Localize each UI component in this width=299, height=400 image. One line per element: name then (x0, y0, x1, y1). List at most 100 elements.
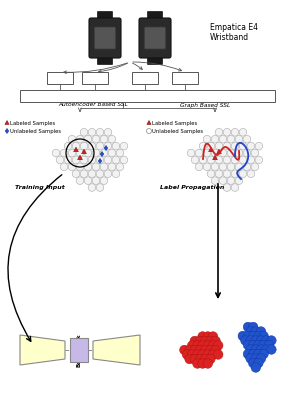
Circle shape (108, 135, 116, 143)
Circle shape (195, 336, 205, 346)
FancyBboxPatch shape (147, 12, 162, 22)
Circle shape (254, 340, 263, 350)
FancyBboxPatch shape (139, 18, 171, 58)
Circle shape (227, 163, 235, 171)
Circle shape (241, 336, 250, 345)
FancyBboxPatch shape (97, 12, 112, 22)
Polygon shape (98, 158, 102, 164)
FancyArrowPatch shape (133, 62, 181, 71)
FancyBboxPatch shape (47, 72, 73, 84)
Circle shape (187, 350, 197, 359)
Circle shape (246, 354, 255, 363)
Circle shape (112, 170, 120, 178)
Circle shape (231, 170, 239, 178)
Circle shape (223, 184, 231, 191)
Circle shape (120, 142, 128, 150)
Polygon shape (20, 335, 65, 365)
Circle shape (219, 149, 227, 157)
Circle shape (251, 327, 261, 336)
Circle shape (243, 322, 253, 332)
Circle shape (243, 135, 251, 143)
Circle shape (60, 149, 68, 157)
Circle shape (187, 341, 197, 350)
Circle shape (243, 149, 251, 157)
Circle shape (255, 142, 263, 150)
Text: Encoder: Encoder (25, 346, 60, 354)
Circle shape (96, 128, 104, 136)
Circle shape (247, 170, 255, 178)
Circle shape (239, 156, 247, 164)
Circle shape (108, 163, 116, 171)
Polygon shape (78, 155, 83, 160)
Circle shape (223, 170, 231, 178)
Circle shape (96, 170, 104, 178)
Circle shape (84, 177, 92, 184)
Circle shape (247, 156, 255, 164)
Circle shape (248, 358, 258, 368)
Circle shape (185, 345, 194, 355)
Circle shape (104, 128, 112, 136)
Circle shape (243, 163, 251, 171)
Circle shape (96, 142, 104, 150)
Circle shape (219, 135, 227, 143)
Circle shape (259, 340, 269, 350)
FancyBboxPatch shape (82, 72, 108, 84)
Circle shape (227, 135, 235, 143)
Circle shape (198, 341, 208, 350)
Polygon shape (209, 147, 213, 152)
Text: Wristband: Wristband (210, 34, 249, 42)
Polygon shape (93, 335, 140, 365)
Circle shape (246, 345, 255, 354)
Circle shape (254, 331, 263, 341)
Circle shape (219, 177, 227, 184)
Text: Average of the multi-sensor raw data per second: Average of the multi-sensor raw data per… (45, 94, 200, 98)
Circle shape (211, 149, 219, 157)
FancyArrowPatch shape (99, 63, 127, 73)
Circle shape (251, 363, 261, 372)
Circle shape (190, 345, 200, 355)
Circle shape (72, 156, 80, 164)
Circle shape (215, 128, 223, 136)
Circle shape (259, 331, 269, 341)
Polygon shape (5, 120, 9, 124)
FancyArrowPatch shape (8, 175, 62, 341)
Text: Unlabeled Samples: Unlabeled Samples (152, 128, 203, 134)
Circle shape (227, 177, 235, 184)
Polygon shape (216, 149, 221, 154)
Circle shape (256, 327, 266, 336)
Circle shape (112, 142, 120, 150)
Circle shape (207, 170, 215, 178)
Circle shape (251, 354, 261, 363)
Circle shape (108, 149, 116, 157)
Circle shape (235, 135, 243, 143)
Circle shape (64, 156, 72, 164)
FancyBboxPatch shape (20, 90, 275, 102)
Circle shape (100, 149, 108, 157)
Circle shape (84, 163, 92, 171)
Circle shape (203, 350, 213, 359)
Circle shape (68, 163, 76, 171)
Circle shape (100, 135, 108, 143)
Circle shape (255, 156, 263, 164)
Circle shape (96, 184, 104, 191)
Circle shape (116, 163, 124, 171)
Circle shape (219, 163, 227, 171)
Circle shape (239, 128, 247, 136)
Circle shape (239, 170, 247, 178)
Circle shape (199, 156, 207, 164)
Circle shape (72, 142, 80, 150)
Text: Decoder: Decoder (98, 346, 134, 354)
Text: EDA: EDA (52, 74, 68, 82)
FancyBboxPatch shape (132, 72, 158, 84)
Circle shape (92, 135, 100, 143)
Circle shape (203, 149, 211, 157)
Circle shape (193, 359, 202, 368)
Circle shape (96, 156, 104, 164)
Circle shape (215, 142, 223, 150)
Circle shape (64, 142, 72, 150)
Circle shape (200, 354, 210, 364)
Circle shape (227, 149, 235, 157)
Circle shape (256, 345, 266, 354)
Circle shape (215, 156, 223, 164)
Circle shape (52, 149, 60, 157)
